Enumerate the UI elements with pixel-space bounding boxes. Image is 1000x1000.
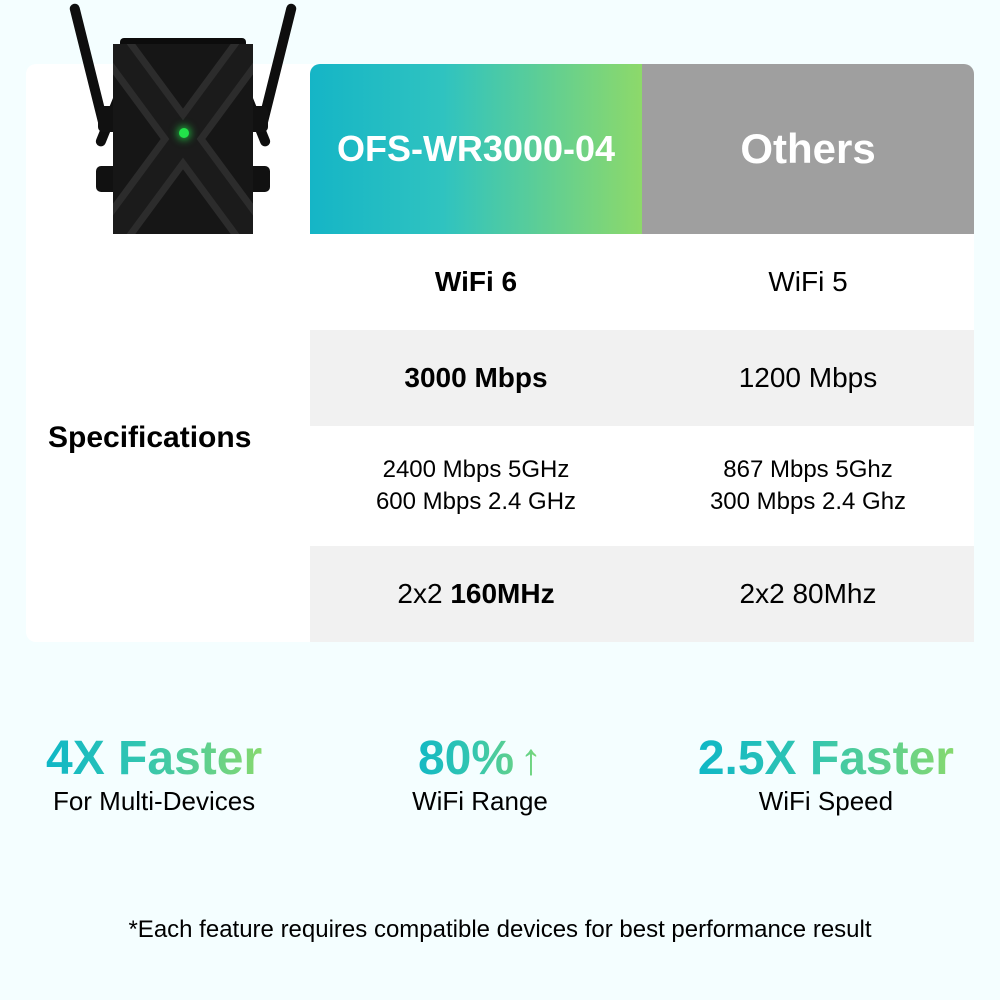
spec-label: Specifications (26, 234, 310, 642)
cell-others: WiFi 5 (642, 234, 974, 330)
product-image (58, 0, 308, 256)
cell-text: 300 Mbps 2.4 Ghz (710, 486, 906, 518)
header-others: Others (642, 64, 974, 234)
cell-product: WiFi 6 (310, 234, 642, 330)
table-row: 2400 Mbps 5GHz 600 Mbps 2.4 GHz 867 Mbps… (310, 426, 974, 546)
feature-sub: WiFi Range (412, 786, 548, 817)
cell-others: 867 Mbps 5Ghz 300 Mbps 2.4 Ghz (642, 426, 974, 546)
feature-item: 4X Faster For Multi-Devices (46, 734, 262, 817)
cell-text: WiFi 5 (768, 266, 847, 298)
table-row: 3000 Mbps 1200 Mbps (310, 330, 974, 426)
cell-others: 2x2 80Mhz (642, 546, 974, 642)
led-icon (179, 128, 189, 138)
cell-text: 2x2 80Mhz (740, 578, 877, 610)
cell-prefix: 2x2 (397, 578, 450, 609)
table-row: 2x2 160MHz 2x2 80Mhz (310, 546, 974, 642)
device-body-icon (113, 44, 253, 234)
data-columns: WiFi 6 WiFi 5 3000 Mbps 1200 Mbps 2400 M… (310, 234, 974, 642)
cell-text: WiFi 6 (435, 266, 517, 298)
feature-item: 80% ↑ WiFi Range (412, 734, 548, 817)
cell-others: 1200 Mbps (642, 330, 974, 426)
feature-sub: WiFi Speed (698, 786, 954, 817)
footnote: *Each feature requires compatible device… (0, 916, 1000, 944)
feature-sub: For Multi-Devices (46, 786, 262, 817)
feature-headline: 80% (418, 734, 514, 784)
cell-text: 3000 Mbps (404, 362, 547, 394)
feature-headline: 2.5X Faster (698, 734, 954, 784)
cell-text: 867 Mbps 5Ghz (723, 454, 892, 486)
feature-headline: 4X Faster (46, 734, 262, 784)
header-product: OFS-WR3000-04 (310, 64, 642, 234)
cell-text: 2x2 160MHz (397, 578, 554, 610)
cell-product: 2x2 160MHz (310, 546, 642, 642)
cell-product: 3000 Mbps (310, 330, 642, 426)
feature-item: 2.5X Faster WiFi Speed (698, 734, 954, 817)
cell-text: 2400 Mbps 5GHz (383, 454, 570, 486)
cell-product: 2400 Mbps 5GHz 600 Mbps 2.4 GHz (310, 426, 642, 546)
table-row: WiFi 6 WiFi 5 (310, 234, 974, 330)
cell-emph: 160MHz (450, 578, 554, 609)
cell-text: 600 Mbps 2.4 GHz (376, 486, 576, 518)
feature-row: 4X Faster For Multi-Devices 80% ↑ WiFi R… (26, 734, 974, 817)
table-body: Specifications WiFi 6 WiFi 5 3000 Mbps 1… (26, 234, 974, 642)
cell-text: 1200 Mbps (739, 362, 878, 394)
arrow-up-icon: ↑ (520, 737, 542, 783)
